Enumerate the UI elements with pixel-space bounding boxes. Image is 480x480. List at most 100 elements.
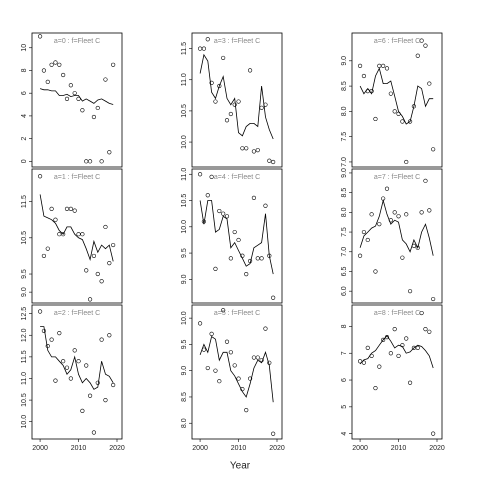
y-tick-label: 7.5 bbox=[341, 132, 348, 142]
point bbox=[404, 336, 409, 341]
panel-frame bbox=[31, 304, 123, 440]
point bbox=[49, 62, 54, 67]
point bbox=[221, 308, 226, 313]
point bbox=[381, 196, 386, 201]
y-tick-label: 10.0 bbox=[181, 311, 188, 325]
point bbox=[49, 206, 54, 211]
point bbox=[251, 355, 257, 360]
y-tick-label: 8.5 bbox=[341, 81, 348, 91]
panel-title: a=4 : f=Fleet C bbox=[214, 174, 260, 181]
y-tick-label: 10 bbox=[21, 44, 28, 52]
point bbox=[373, 385, 378, 391]
y-tick-label: 10.0 bbox=[181, 135, 188, 149]
point bbox=[61, 72, 66, 78]
point bbox=[423, 327, 428, 332]
y-tick-label: 8.0 bbox=[181, 418, 188, 428]
point bbox=[84, 363, 89, 368]
point bbox=[400, 119, 405, 124]
point bbox=[415, 245, 420, 250]
point bbox=[271, 431, 276, 436]
point bbox=[388, 218, 393, 223]
point bbox=[99, 159, 104, 164]
point bbox=[423, 43, 428, 48]
x-tick-label: 2020 bbox=[269, 445, 285, 452]
point bbox=[84, 268, 89, 273]
point bbox=[111, 382, 116, 388]
point bbox=[95, 271, 100, 277]
point bbox=[384, 66, 390, 71]
point bbox=[37, 309, 43, 314]
panel-frame bbox=[31, 168, 123, 304]
point bbox=[361, 73, 367, 79]
point bbox=[45, 79, 50, 84]
panel: a=7 : f=Fleet C 6.0 6.5 7.0 7.5 8.0 8.5 9.0 bbox=[341, 168, 443, 304]
point bbox=[431, 431, 436, 436]
point bbox=[217, 83, 222, 89]
point bbox=[427, 81, 432, 86]
y-tick-label: 6.0 bbox=[341, 286, 348, 296]
smooth-line bbox=[39, 88, 114, 105]
point bbox=[107, 261, 112, 266]
point bbox=[209, 331, 214, 337]
panel-title: a=0 : f=Fleet C bbox=[54, 38, 100, 45]
point bbox=[107, 333, 112, 338]
panel-title: a=2 : f=Fleet C bbox=[54, 310, 100, 317]
panel-title: a=3 : f=Fleet C bbox=[214, 38, 260, 45]
point bbox=[64, 96, 70, 101]
point bbox=[107, 150, 112, 155]
point bbox=[419, 38, 424, 43]
panel: a=1 : f=Fleet C 9.0 9.5 10.5 11.5 bbox=[21, 168, 123, 304]
point bbox=[427, 329, 432, 334]
point bbox=[72, 91, 77, 96]
smooth-line bbox=[199, 200, 274, 275]
panel-title: a=7 : f=Fleet C bbox=[374, 174, 420, 181]
point bbox=[87, 393, 93, 398]
y-tick-label: 7.0 bbox=[341, 157, 348, 167]
point bbox=[76, 96, 81, 101]
point bbox=[357, 253, 363, 258]
point bbox=[64, 365, 70, 370]
point bbox=[396, 353, 401, 359]
point bbox=[84, 159, 89, 164]
y-tick-label: 9.0 bbox=[21, 287, 28, 297]
point bbox=[209, 174, 214, 179]
y-tick-label: 0 bbox=[21, 159, 28, 163]
y-tick-label: 9.0 bbox=[341, 168, 348, 178]
y-tick-label: 10.5 bbox=[21, 231, 28, 245]
point bbox=[267, 158, 272, 163]
point bbox=[247, 68, 253, 73]
smooth-line bbox=[199, 53, 274, 140]
point bbox=[91, 430, 97, 435]
y-tick-label: 8 bbox=[21, 68, 28, 72]
point bbox=[41, 328, 47, 334]
point bbox=[365, 345, 370, 350]
point bbox=[213, 99, 218, 104]
x-tick-label: 2020 bbox=[109, 445, 125, 452]
y-tick-label: 2 bbox=[21, 137, 28, 141]
point bbox=[45, 246, 50, 251]
point bbox=[201, 46, 207, 51]
panel-frame bbox=[351, 168, 443, 304]
panel-frame bbox=[351, 32, 443, 168]
point bbox=[61, 359, 66, 364]
point bbox=[361, 360, 367, 365]
point bbox=[415, 53, 420, 58]
point bbox=[91, 253, 97, 259]
y-tick-label: 4 bbox=[21, 114, 28, 118]
y-tick-label: 7 bbox=[341, 351, 348, 355]
point bbox=[377, 63, 382, 68]
point bbox=[37, 34, 43, 39]
y-tick-label: 9.0 bbox=[181, 366, 188, 376]
point bbox=[103, 77, 108, 82]
point bbox=[221, 55, 226, 61]
point bbox=[427, 208, 432, 213]
point bbox=[217, 379, 222, 384]
point bbox=[103, 224, 108, 230]
point bbox=[247, 376, 253, 381]
smooth-line bbox=[359, 198, 434, 256]
y-tick-label: 8.5 bbox=[341, 188, 348, 198]
point bbox=[419, 210, 424, 215]
point bbox=[111, 62, 116, 67]
point bbox=[53, 60, 58, 65]
